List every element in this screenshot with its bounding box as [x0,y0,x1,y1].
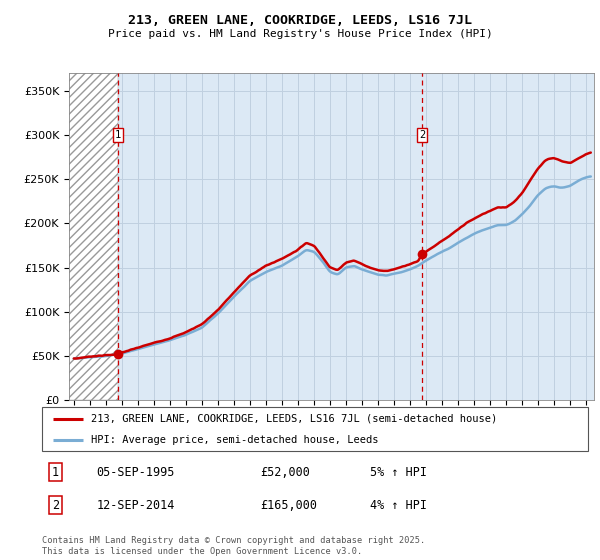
Text: £52,000: £52,000 [260,465,310,479]
Text: 2: 2 [52,498,59,512]
Text: 05-SEP-1995: 05-SEP-1995 [97,465,175,479]
FancyBboxPatch shape [42,407,588,451]
Text: 213, GREEN LANE, COOKRIDGE, LEEDS, LS16 7JL (semi-detached house): 213, GREEN LANE, COOKRIDGE, LEEDS, LS16 … [91,414,497,424]
Text: 4% ↑ HPI: 4% ↑ HPI [370,498,427,512]
Text: Price paid vs. HM Land Registry's House Price Index (HPI): Price paid vs. HM Land Registry's House … [107,29,493,39]
Text: 12-SEP-2014: 12-SEP-2014 [97,498,175,512]
Text: HPI: Average price, semi-detached house, Leeds: HPI: Average price, semi-detached house,… [91,435,379,445]
Text: 2: 2 [419,130,425,140]
Text: £165,000: £165,000 [260,498,317,512]
Bar [69,73,118,400]
Text: 213, GREEN LANE, COOKRIDGE, LEEDS, LS16 7JL: 213, GREEN LANE, COOKRIDGE, LEEDS, LS16 … [128,14,472,27]
Text: 1: 1 [115,130,121,140]
Text: Contains HM Land Registry data © Crown copyright and database right 2025.
This d: Contains HM Land Registry data © Crown c… [42,536,425,556]
Text: 1: 1 [52,465,59,479]
Text: 5% ↑ HPI: 5% ↑ HPI [370,465,427,479]
